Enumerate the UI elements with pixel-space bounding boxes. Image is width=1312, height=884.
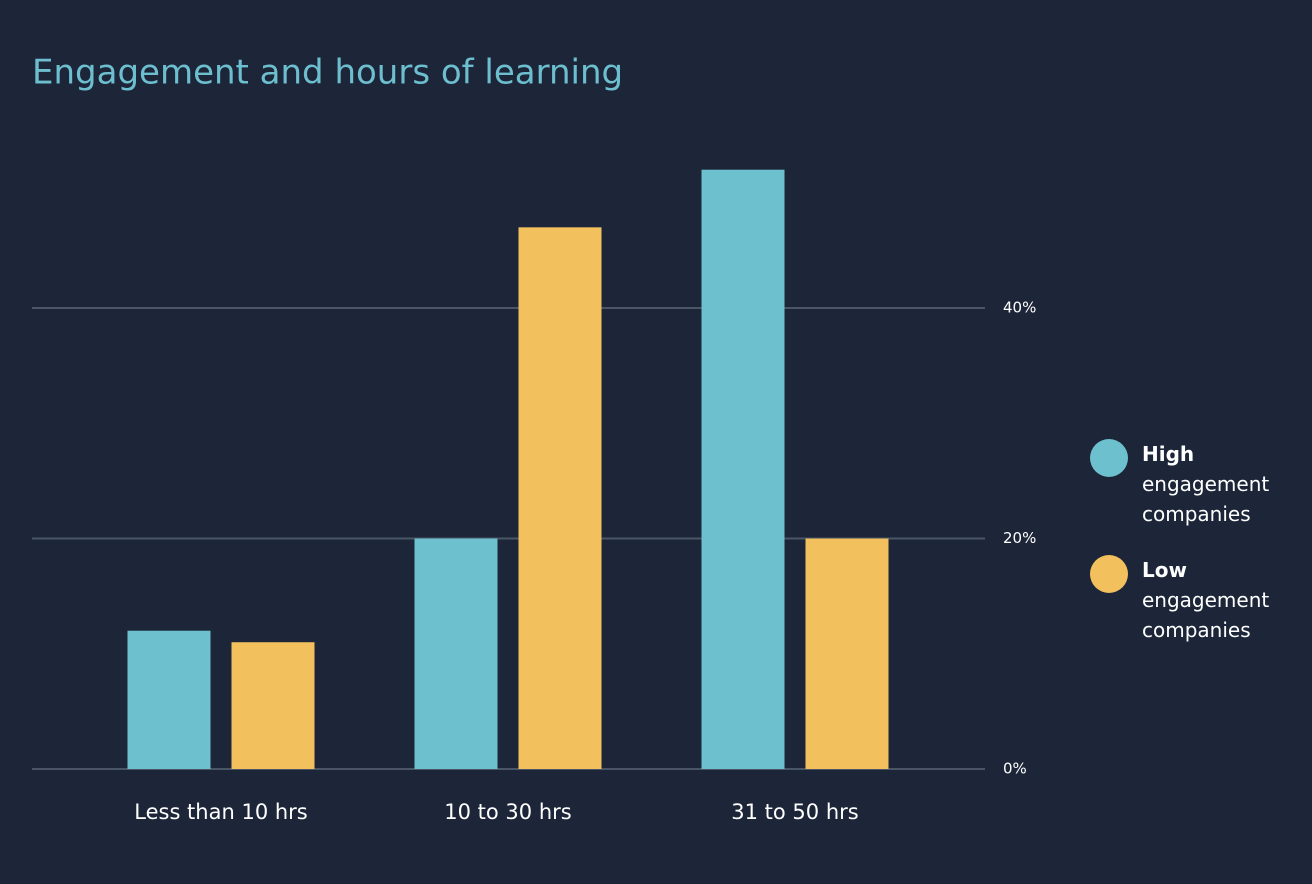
y-tick-label: 0% <box>1003 760 1027 778</box>
chart-title: Engagement and hours of learning <box>32 53 623 93</box>
bar <box>414 538 498 769</box>
bar <box>701 169 785 769</box>
x-tick-label: 31 to 50 hrs <box>731 800 858 824</box>
legend-swatch <box>1090 555 1128 593</box>
legend-swatch <box>1090 439 1128 477</box>
bar <box>805 538 889 769</box>
bar <box>518 227 602 769</box>
x-tick-label: Less than 10 hrs <box>134 800 308 824</box>
x-tick-label: 10 to 30 hrs <box>444 800 571 824</box>
bar <box>127 630 211 769</box>
bar <box>231 642 315 769</box>
y-tick-label: 20% <box>1003 529 1036 547</box>
y-tick-label: 40% <box>1003 299 1036 317</box>
legend-label: Low engagement companies <box>1142 558 1270 642</box>
legend-label: High engagement companies <box>1142 442 1270 526</box>
